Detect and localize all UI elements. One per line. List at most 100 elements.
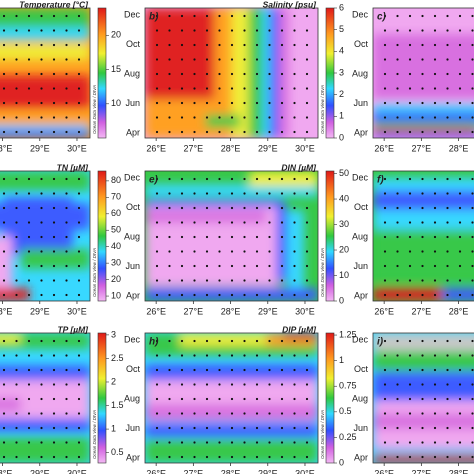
station-dot: [305, 235, 309, 239]
station-dot: [280, 116, 284, 119]
station-dot: [408, 14, 412, 18]
station-dot: [52, 116, 56, 119]
station-dot: [230, 58, 234, 61]
station-dot: [65, 264, 68, 268]
station-dot: [243, 426, 246, 430]
station-dot: [433, 130, 437, 134]
station-dot: [280, 58, 284, 61]
contour-field: [145, 171, 318, 301]
station-dot: [52, 293, 56, 297]
station-dot: [305, 279, 309, 282]
station-dot: [280, 250, 284, 253]
station-dot: [293, 279, 296, 282]
station-dot: [255, 368, 259, 372]
field-band: [0, 125, 90, 133]
station-dot: [180, 177, 184, 181]
station-dot: [205, 14, 209, 18]
station-dot: [446, 354, 449, 357]
field-band: [373, 122, 474, 129]
colorbar-tick-label: 0: [339, 132, 344, 142]
station-dot: [280, 177, 284, 181]
station-dot: [305, 250, 309, 253]
station-dot: [293, 130, 296, 134]
station-dot: [205, 87, 209, 90]
station-dot: [193, 426, 196, 430]
station-dot: [168, 206, 171, 210]
station-dot: [218, 72, 221, 76]
station-dot: [243, 43, 246, 47]
y-tick-label: Oct: [354, 364, 369, 374]
x-tick-label: 30°E: [67, 306, 87, 316]
station-dot: [77, 130, 81, 134]
station-dot: [471, 130, 474, 134]
station-dot: [193, 293, 196, 297]
x-tick-label: 26°E: [146, 468, 166, 474]
station-dot: [446, 130, 449, 134]
colorbar-tick-label: 1.25: [339, 329, 357, 339]
station-dot: [421, 58, 424, 61]
station-dot: [433, 250, 437, 253]
station-dot: [383, 177, 387, 181]
station-dot: [293, 368, 296, 372]
x-tick-label: 28°E: [0, 468, 12, 474]
panel-label: b): [149, 12, 159, 23]
station-dot: [2, 441, 6, 444]
station-dot: [458, 354, 462, 357]
station-dot: [268, 339, 271, 343]
x-tick-label: 29°E: [258, 306, 278, 316]
station-dot: [205, 43, 209, 47]
station-dot: [218, 58, 221, 61]
colorbar-tick-label: 2: [339, 89, 344, 99]
station-dot: [180, 412, 184, 415]
station-dot: [155, 58, 159, 61]
station-dot: [40, 250, 43, 253]
station-dot: [421, 354, 424, 357]
station-dot: [180, 192, 184, 195]
panel-title: TN [µM]: [57, 162, 90, 172]
station-dot: [27, 412, 31, 415]
y-tick-label: Dec: [124, 172, 141, 182]
station-dot: [2, 72, 6, 76]
station-dot: [421, 264, 424, 268]
station-dot: [421, 177, 424, 181]
station-dot: [40, 279, 43, 282]
station-dot: [243, 14, 246, 18]
colorbar: [325, 7, 335, 139]
station-dot: [458, 130, 462, 134]
station-dot: [471, 101, 474, 105]
station-dot: [243, 383, 246, 386]
field-band: [145, 439, 318, 463]
station-dot: [305, 58, 309, 61]
station-dot: [168, 87, 171, 90]
colorbar-tick-label: 2.5: [111, 353, 124, 363]
station-dot: [52, 58, 56, 61]
y-tick-label: Oct: [354, 39, 369, 49]
station-dot: [383, 250, 387, 253]
station-dot: [268, 29, 271, 32]
plot-frame: [372, 170, 474, 302]
station-dot: [77, 264, 81, 268]
field-band: [0, 333, 90, 349]
field-band: [20, 249, 90, 269]
station-dot: [433, 29, 437, 32]
station-dot: [52, 250, 56, 253]
station-dot: [446, 368, 449, 372]
colorbar-tick-label: 30: [339, 219, 349, 229]
station-dot: [65, 426, 68, 430]
colorbar-tick-label: 30: [111, 258, 121, 268]
station-dot: [243, 264, 246, 268]
station-dot: [268, 383, 271, 386]
station-dot: [268, 293, 271, 297]
station-dot: [15, 235, 18, 239]
station-dot: [446, 412, 449, 415]
station-dot: [458, 235, 462, 239]
station-dot: [446, 264, 449, 268]
station-dot: [471, 441, 474, 444]
y-tick-label: Apr: [354, 127, 368, 137]
station-dot: [2, 368, 6, 372]
station-dot: [471, 383, 474, 386]
panel: 26°E 27°E 28°E 29°E 30°E Dec Oct Aug Jun Apr DIP […: [124, 324, 357, 474]
station-dot: [180, 293, 184, 297]
station-dot: [77, 339, 81, 343]
x-tick-label: 26°E: [374, 468, 394, 474]
